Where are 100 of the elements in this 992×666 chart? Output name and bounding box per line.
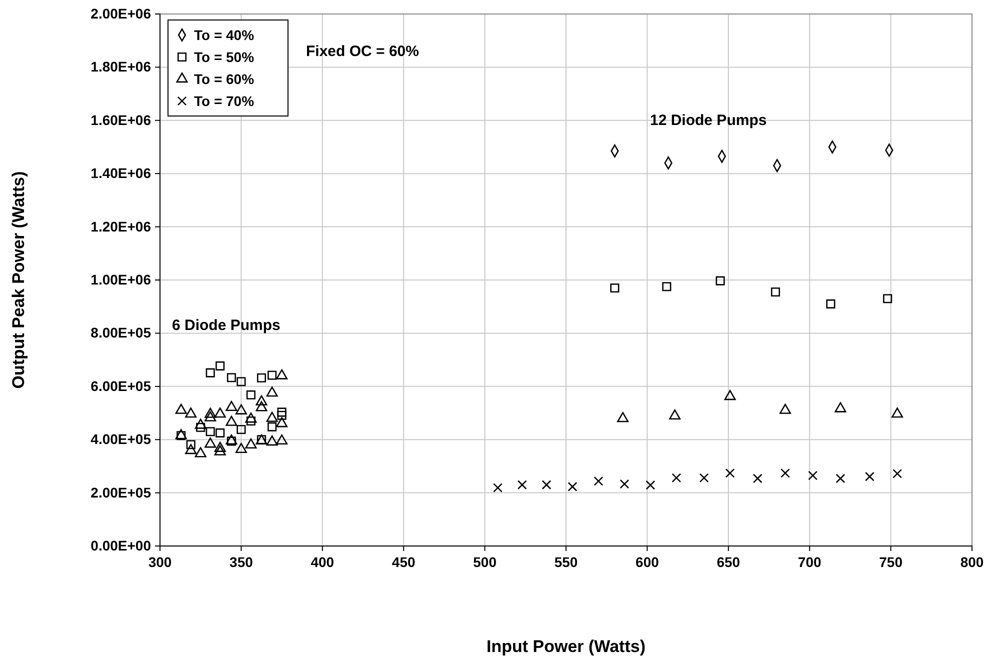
point <box>266 435 278 446</box>
point <box>194 418 206 429</box>
x-tick-label: 350 <box>230 554 254 570</box>
y-axis-title: Output Peak Power (Watts) <box>9 171 28 389</box>
y-tick-label: 1.20E+06 <box>90 218 152 234</box>
annotation: 6 Diode Pumps <box>172 317 280 334</box>
point <box>216 361 225 370</box>
x-tick-label: 600 <box>636 554 660 570</box>
x-tick-label: 800 <box>960 554 984 570</box>
x-tick-label: 550 <box>554 554 578 570</box>
point <box>669 409 681 420</box>
point <box>268 422 277 432</box>
point <box>493 483 503 492</box>
y-tick-label: 2.00E+05 <box>90 484 152 500</box>
x-axis-title: Input Power (Watts) <box>486 637 646 656</box>
y-tick-label: 1.80E+06 <box>90 58 152 75</box>
point <box>256 401 268 412</box>
point <box>204 411 216 422</box>
point <box>214 408 226 418</box>
legend-label: To = 60% <box>194 71 255 87</box>
point <box>245 412 257 423</box>
point <box>226 373 236 382</box>
x-tick-label: 650 <box>716 554 740 570</box>
point <box>186 440 196 450</box>
point <box>226 434 238 445</box>
y-tick-label: 8.00E+05 <box>90 324 152 341</box>
point <box>236 424 246 434</box>
point <box>672 473 682 483</box>
point <box>725 468 735 478</box>
point <box>276 417 288 428</box>
point <box>175 404 187 414</box>
point <box>277 410 286 420</box>
point <box>517 480 527 490</box>
point <box>196 422 206 432</box>
point <box>826 299 836 308</box>
point <box>617 412 629 422</box>
point <box>256 395 268 406</box>
point <box>892 408 904 418</box>
annotation: Fixed OC = 60% <box>306 43 419 60</box>
annotation: 12 Diode Pumps <box>650 112 767 129</box>
point <box>864 472 874 482</box>
point <box>716 276 725 286</box>
y-tick-label: 1.60E+06 <box>90 112 152 128</box>
point <box>246 416 256 426</box>
legend-label: To = 50% <box>194 49 255 65</box>
point <box>646 480 656 490</box>
point <box>610 283 620 293</box>
point <box>277 408 286 417</box>
point <box>892 468 902 478</box>
point <box>216 428 225 438</box>
point <box>206 368 215 378</box>
point <box>235 442 247 454</box>
point <box>185 444 197 454</box>
y-tick-label: 1.00E+06 <box>90 271 152 288</box>
point <box>185 408 197 418</box>
point <box>226 416 238 426</box>
point <box>204 408 216 418</box>
point <box>246 390 256 400</box>
x-tick-label: 450 <box>392 554 416 570</box>
point <box>752 474 762 484</box>
point <box>214 445 226 456</box>
x-tick-label: 750 <box>879 554 903 570</box>
point <box>214 442 226 452</box>
y-tick-label: 6.00E+05 <box>90 378 152 394</box>
point <box>779 404 791 414</box>
point <box>245 438 257 449</box>
point <box>204 438 216 448</box>
point <box>266 386 278 397</box>
y-tick-label: 1.40E+06 <box>90 165 152 182</box>
point <box>235 404 247 414</box>
point <box>268 370 277 380</box>
point <box>256 373 266 382</box>
point <box>276 369 288 380</box>
point <box>836 474 846 484</box>
point <box>770 287 780 296</box>
point <box>542 480 552 490</box>
legend-label: To = 70% <box>194 93 255 109</box>
y-tick-label: 0.00E+00 <box>90 537 152 554</box>
x-tick-label: 400 <box>310 554 334 570</box>
point <box>236 377 246 386</box>
point <box>620 479 630 489</box>
y-tick-label: 2.00E+06 <box>90 5 152 22</box>
point <box>699 473 709 483</box>
y-tick-label: 4.00E+05 <box>90 431 152 448</box>
point <box>266 412 278 422</box>
point <box>662 282 672 292</box>
point <box>834 402 846 412</box>
point <box>206 427 215 436</box>
x-tick-label: 300 <box>148 554 172 570</box>
x-tick-label: 700 <box>798 554 822 570</box>
point <box>808 470 818 480</box>
point <box>883 294 892 304</box>
point <box>568 482 578 492</box>
point <box>226 400 238 412</box>
point <box>194 447 206 458</box>
x-tick-label: 500 <box>473 554 497 570</box>
point <box>276 434 288 445</box>
point <box>594 476 604 486</box>
point <box>724 390 736 400</box>
point <box>780 468 790 478</box>
